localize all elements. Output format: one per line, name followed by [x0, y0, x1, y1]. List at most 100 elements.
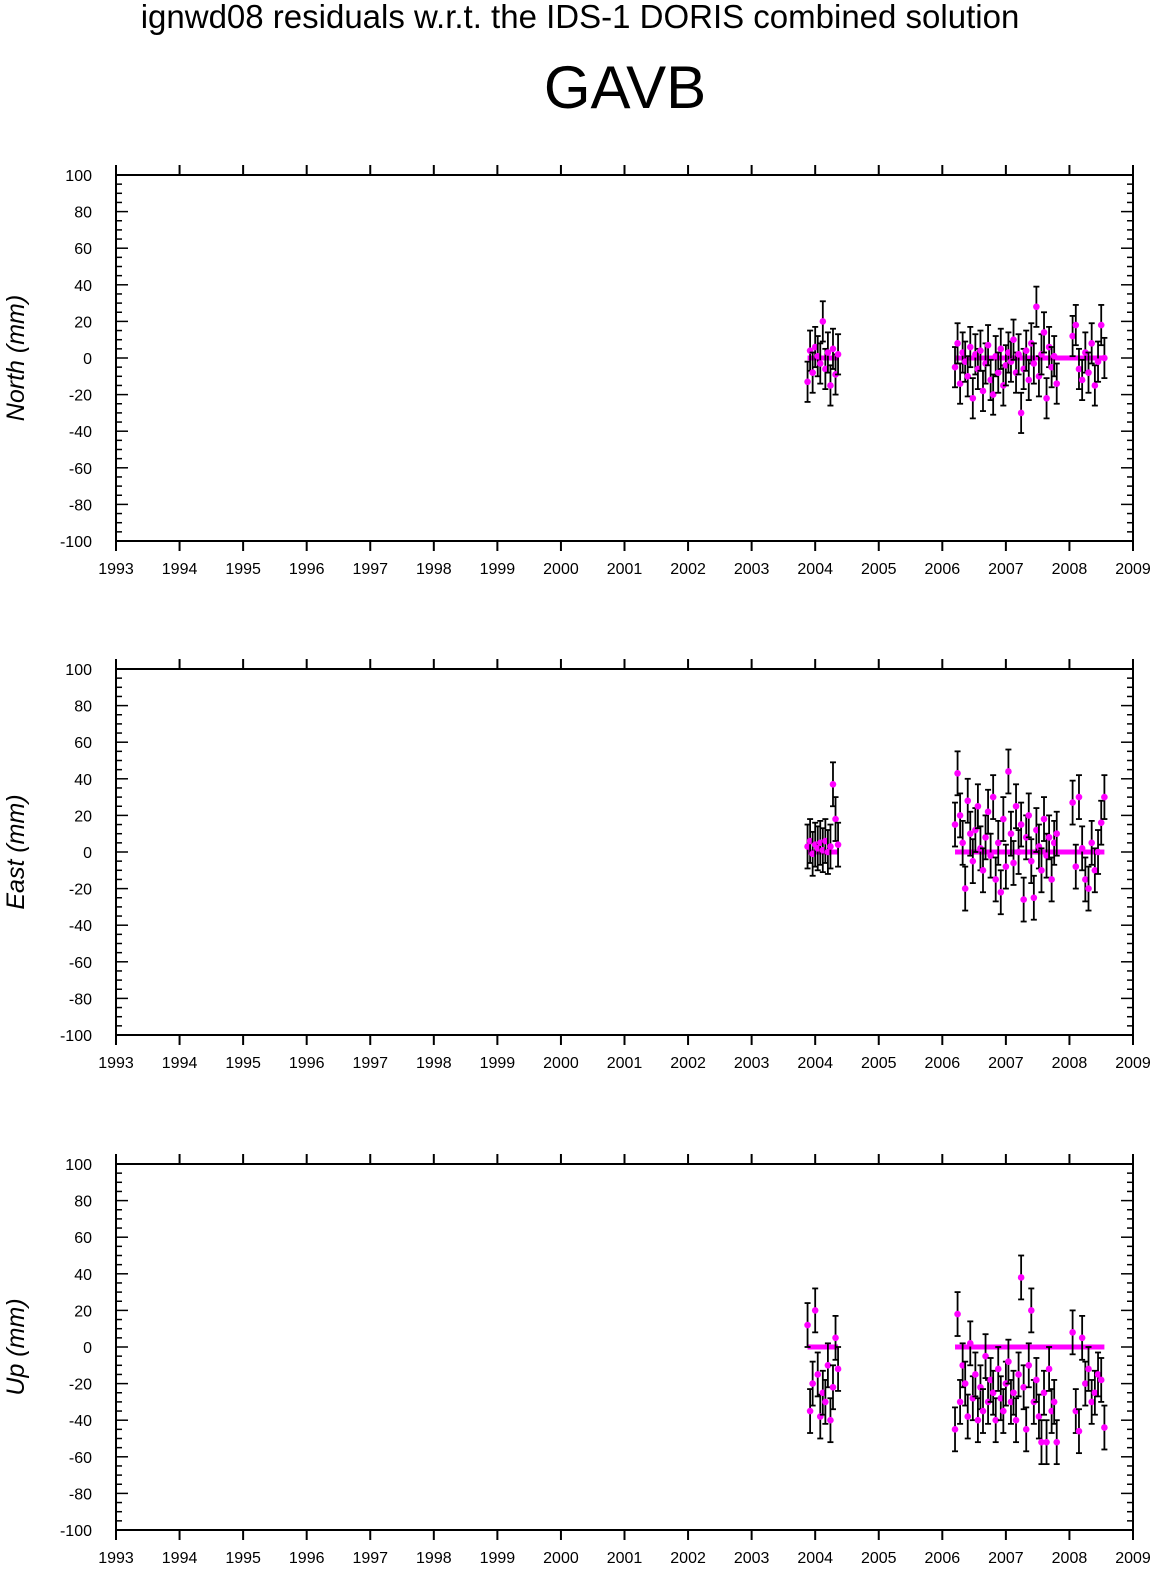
data-point: [1091, 1389, 1099, 1397]
data-point: [1010, 336, 1017, 344]
data-point: [964, 373, 972, 380]
data-point: [1040, 329, 1048, 336]
data-point: [1015, 848, 1022, 856]
x-tick-label: 1998: [416, 1055, 452, 1072]
data-point: [1094, 848, 1102, 856]
data-point: [1035, 1413, 1043, 1420]
y-tick-label: 0: [83, 351, 92, 368]
data-point: [984, 341, 992, 349]
data-point: [819, 318, 827, 325]
y-tick-label: 100: [65, 168, 92, 185]
y-tick-label: -40: [69, 1413, 92, 1430]
data-point: [1053, 830, 1061, 837]
data-point: [1040, 815, 1048, 823]
data-point: [1048, 876, 1055, 883]
y-tick-label: -100: [60, 1028, 92, 1045]
data-point: [979, 1407, 987, 1415]
x-tick-label: 2005: [861, 1055, 897, 1072]
x-tick-label: 2003: [734, 1055, 770, 1072]
data-point: [1078, 845, 1086, 852]
data-point: [1053, 380, 1061, 387]
x-tick-label: 2008: [1052, 1055, 1088, 1072]
data-point: [1005, 768, 1012, 775]
data-point: [1017, 1274, 1025, 1281]
data-point: [827, 382, 834, 389]
y-tick-label: -40: [69, 424, 92, 441]
y-tick-label: -80: [69, 991, 92, 1008]
data-point: [804, 378, 811, 386]
y-tick-label: 100: [65, 662, 92, 679]
data-point: [1091, 867, 1099, 874]
data-point: [1010, 859, 1017, 867]
x-tick-label: 1996: [289, 1550, 325, 1567]
data-point: [1088, 340, 1095, 347]
data-point: [824, 349, 832, 356]
data-point: [1017, 409, 1025, 417]
x-tick-label: 1995: [225, 561, 261, 578]
main-title: ignwd08 residuals w.r.t. the IDS-1 DORIS…: [140, 0, 1020, 35]
y-tick-label: -20: [69, 1377, 92, 1394]
data-point: [1097, 1376, 1105, 1384]
up-panel: 1993 1994 1995 1996 1997 1998 1999 2000 2001 2002…: [2, 1154, 1151, 1567]
x-tick-label: 2001: [607, 1550, 643, 1567]
y-tick-label: -80: [69, 1486, 92, 1503]
x-tick-label: 1998: [416, 1550, 452, 1567]
data-point: [1101, 793, 1108, 801]
x-tick-label: 2007: [988, 1055, 1024, 1072]
data-point: [964, 1413, 972, 1420]
data-point: [951, 821, 959, 828]
data-point: [979, 867, 987, 874]
x-tick-label: 2000: [543, 1055, 579, 1072]
data-point: [816, 360, 824, 367]
data-point: [814, 1371, 822, 1378]
data-point: [977, 347, 984, 354]
data-point: [1097, 819, 1105, 827]
x-tick-label: 2005: [861, 561, 897, 578]
x-tick-label: 1997: [352, 1550, 388, 1567]
x-tick-label: 2008: [1052, 561, 1088, 578]
data-point: [959, 839, 966, 847]
x-tick-label: 2002: [670, 1055, 706, 1072]
y-tick-label: 60: [74, 241, 92, 258]
data-point: [806, 1407, 814, 1415]
x-tick-label: 2005: [861, 1550, 897, 1567]
data-point: [1005, 1358, 1012, 1365]
data-point: [1075, 793, 1083, 801]
x-tick-label: 1994: [162, 1055, 198, 1072]
x-tick-label: 1994: [162, 1550, 198, 1567]
y-tick-label: 80: [74, 699, 92, 716]
data-point: [1069, 1329, 1076, 1336]
y-tick-label: -100: [60, 1523, 92, 1540]
data-point: [1069, 332, 1076, 340]
data-point: [969, 394, 977, 402]
data-point: [1012, 802, 1020, 810]
data-point: [982, 1352, 989, 1360]
x-tick-label: 1993: [98, 1550, 134, 1567]
x-tick-label: 1997: [352, 1055, 388, 1072]
x-tick-label: 1997: [352, 561, 388, 578]
data-point: [1045, 834, 1053, 841]
data-point: [979, 387, 987, 395]
east-panel: 1993 1994 1995 1996 1997 1998 1999 2000 2001 2002…: [2, 659, 1151, 1072]
data-point: [989, 1389, 997, 1397]
data-point: [1025, 376, 1033, 384]
data-point: [992, 1416, 1000, 1424]
data-point: [961, 885, 969, 892]
x-tick-label: 1996: [289, 1055, 325, 1072]
data-point: [989, 391, 997, 398]
data-point: [1030, 894, 1038, 902]
data-point: [1038, 867, 1045, 874]
data-point: [1078, 1334, 1086, 1342]
data-point: [1017, 821, 1025, 828]
data-point: [809, 1380, 816, 1387]
data-point: [1040, 1389, 1048, 1397]
data-point: [1022, 1426, 1030, 1433]
data-point: [974, 802, 982, 810]
data-point: [827, 843, 834, 850]
y-tick-label: 40: [74, 1267, 92, 1284]
station-title: GAVB: [543, 54, 707, 121]
data-point: [822, 1398, 829, 1406]
x-tick-label: 2009: [1115, 1550, 1151, 1567]
data-point: [994, 839, 1002, 847]
data-point: [1000, 815, 1007, 823]
